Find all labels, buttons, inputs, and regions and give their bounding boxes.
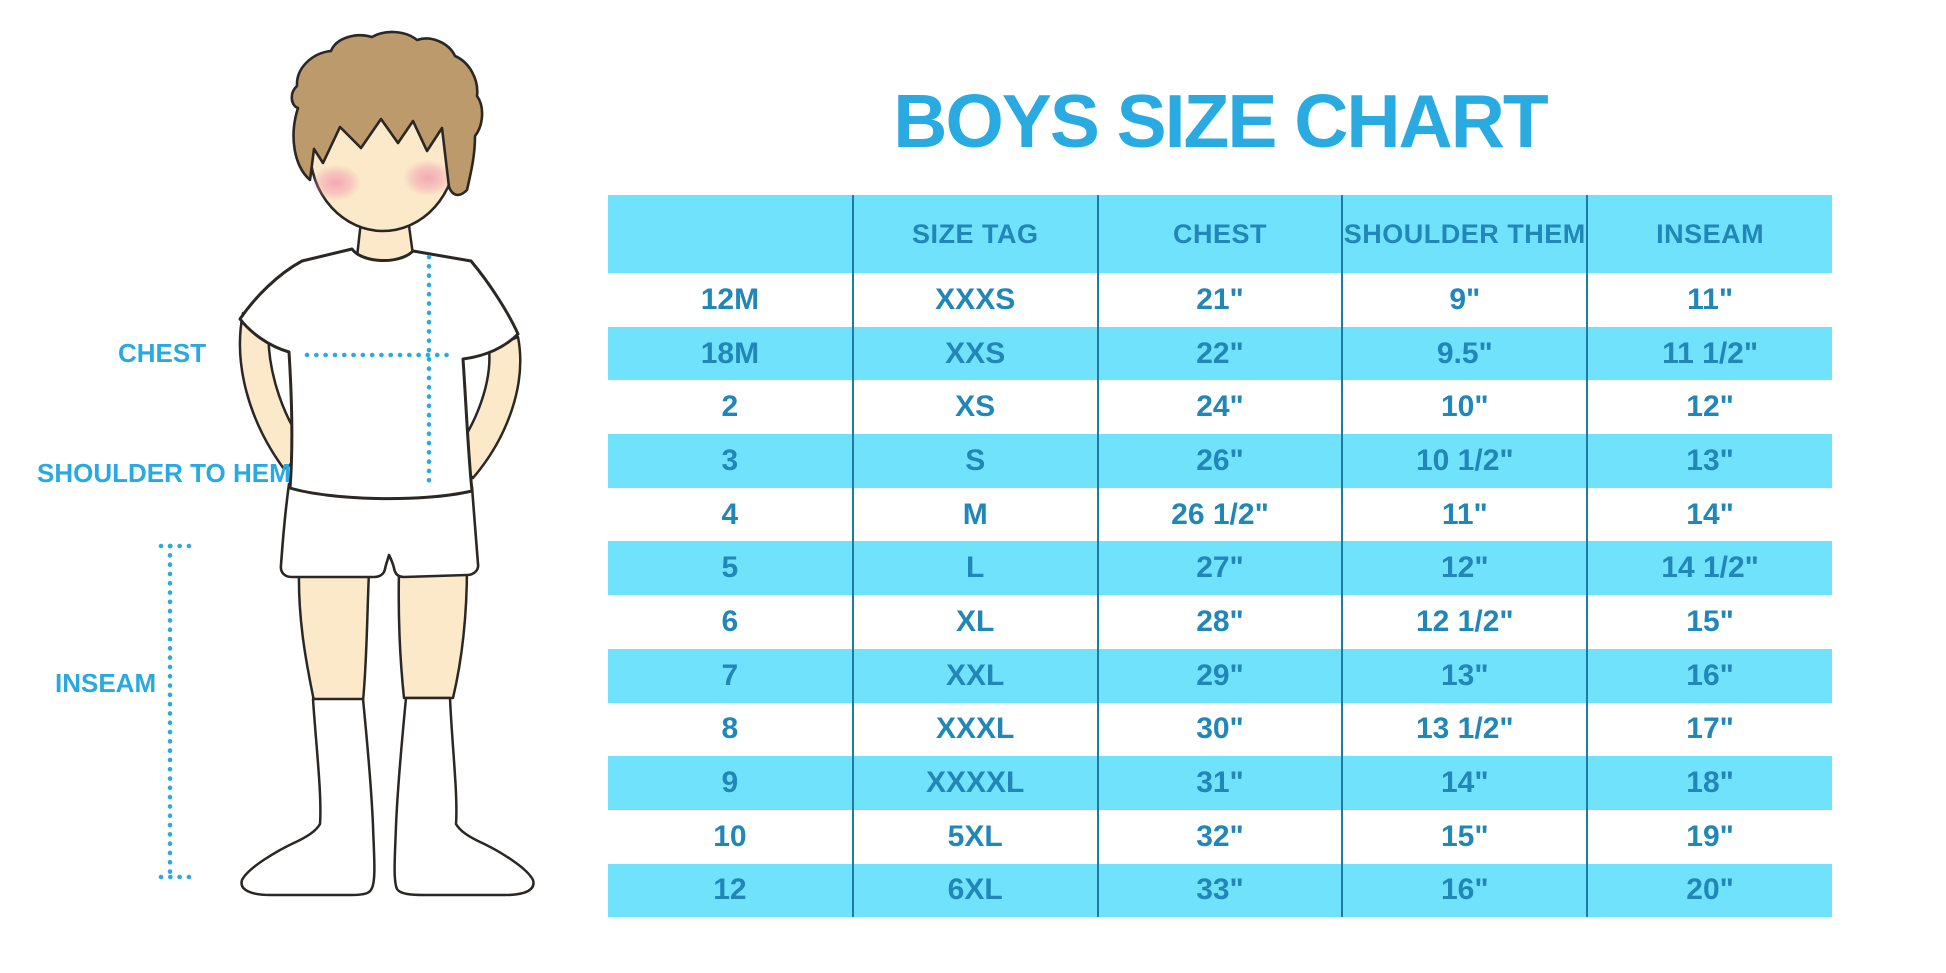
table-cell: 9.5" <box>1342 326 1589 381</box>
column-header: CHEST <box>1097 195 1344 273</box>
table-cell: 26 1/2" <box>1097 487 1344 542</box>
table-cell: 16" <box>1342 863 1589 918</box>
table-cell: 8 <box>608 702 854 757</box>
table-cell: XXXL <box>852 702 1099 757</box>
table-cell: 9" <box>1342 273 1589 327</box>
size-chart-table: SIZE TAG CHEST SHOULDER THEM INSEAM 12M XXXS… <box>608 195 1832 918</box>
table-cell: 27" <box>1097 541 1344 596</box>
header-row: SIZE TAG CHEST SHOULDER THEM INSEAM <box>608 195 1832 273</box>
boy-blush-right <box>403 160 453 196</box>
table-row: 2 XS 24" 10" 12" <box>608 380 1832 435</box>
table-cell: 16" <box>1587 648 1832 703</box>
table-cell: XXXS <box>852 273 1099 327</box>
table-row: 9 XXXXL 31" 14" 18" <box>608 756 1832 810</box>
column-header <box>608 195 854 273</box>
boy-right-sock <box>393 696 535 897</box>
table-row: 18M XXS 22" 9.5" 11 1/2" <box>608 326 1832 381</box>
table-cell: 12 1/2" <box>1342 595 1589 649</box>
table-cell: 6XL <box>852 863 1099 918</box>
table-cell: 19" <box>1587 809 1832 864</box>
table-cell: 11" <box>1587 273 1832 327</box>
table-row: 10 5XL 32" 15" 19" <box>608 809 1832 864</box>
boy-shirt <box>238 247 520 501</box>
column-header: SIZE TAG <box>852 195 1099 273</box>
table-cell: 13 1/2" <box>1342 702 1589 757</box>
table-row: 6 XL 28" 12 1/2" 15" <box>608 595 1832 649</box>
table-cell: 6 <box>608 595 854 649</box>
table-cell: 5 <box>608 541 854 596</box>
table-cell: 12" <box>1342 541 1589 596</box>
table-cell: 30" <box>1097 702 1344 757</box>
table-cell: XXXXL <box>852 756 1099 810</box>
boy-illustration <box>158 30 535 897</box>
page-title: BOYS SIZE CHART <box>893 79 1548 164</box>
table-row: 8 XXXL 30" 13 1/2" 17" <box>608 702 1832 757</box>
column-header: INSEAM <box>1587 195 1832 273</box>
table-cell: 21" <box>1097 273 1344 327</box>
table-cell: 29" <box>1097 648 1344 703</box>
boy-left-leg <box>297 568 371 703</box>
table-cell: 5XL <box>852 809 1099 864</box>
size-chart-table-body: 12M XXXS 21" 9" 11" 18M XXS 22" 9.5" 11 1/2" 2 XS 24… <box>608 273 1832 918</box>
table-cell: 14 1/2" <box>1587 541 1832 596</box>
table-row: 12 6XL 33" 16" 20" <box>608 863 1832 918</box>
table-cell: 18M <box>608 326 854 381</box>
table-cell: 17" <box>1587 702 1832 757</box>
table-row: 4 M 26 1/2" 11" 14" <box>608 487 1832 542</box>
table-cell: 28" <box>1097 595 1344 649</box>
table-cell: 24" <box>1097 380 1344 435</box>
table-cell: 12 <box>608 863 854 918</box>
inseam-label: INSEAM <box>55 668 157 698</box>
boy-left-sock <box>240 697 376 897</box>
table-cell: 10 1/2" <box>1342 434 1589 488</box>
table-cell: 14" <box>1587 487 1832 542</box>
table-cell: 18" <box>1587 756 1832 810</box>
table-cell: 26" <box>1097 434 1344 488</box>
table-row: 7 XXL 29" 13" 16" <box>608 648 1832 703</box>
table-cell: 11" <box>1342 487 1589 542</box>
table-cell: 15" <box>1342 809 1589 864</box>
table-cell: 7 <box>608 648 854 703</box>
table-cell: 33" <box>1097 863 1344 918</box>
size-chart-table-header: SIZE TAG CHEST SHOULDER THEM INSEAM <box>608 195 1832 273</box>
table-cell: S <box>852 434 1099 488</box>
table-cell: L <box>852 541 1099 596</box>
table-cell: 4 <box>608 487 854 542</box>
table-cell: 15" <box>1587 595 1832 649</box>
table-cell: 12M <box>608 273 854 327</box>
column-header: SHOULDER THEM <box>1342 195 1589 273</box>
table-cell: M <box>852 487 1099 542</box>
table-cell: 13" <box>1587 434 1832 488</box>
table-cell: XXS <box>852 326 1099 381</box>
table-cell: 10" <box>1342 380 1589 435</box>
chest-label: CHEST <box>118 338 207 368</box>
boy-blush-left <box>311 165 361 201</box>
boy-hair <box>290 30 484 197</box>
table-cell: XXL <box>852 648 1099 703</box>
table-cell: XS <box>852 380 1099 435</box>
table-cell: XL <box>852 595 1099 649</box>
table-cell: 31" <box>1097 756 1344 810</box>
table-cell: 20" <box>1587 863 1832 918</box>
table-row: 3 S 26" 10 1/2" 13" <box>608 434 1832 488</box>
table-row: 12M XXXS 21" 9" 11" <box>608 273 1832 327</box>
table-cell: 3 <box>608 434 854 488</box>
boy-shorts <box>279 482 480 579</box>
table-cell: 2 <box>608 380 854 435</box>
table-cell: 22" <box>1097 326 1344 381</box>
shoulder-to-hem-label: SHOULDER TO HEM <box>37 458 291 488</box>
table-cell: 13" <box>1342 648 1589 703</box>
table-cell: 14" <box>1342 756 1589 810</box>
table-cell: 11 1/2" <box>1587 326 1832 381</box>
table-cell: 10 <box>608 809 854 864</box>
boy-right-leg <box>397 564 469 700</box>
table-cell: 32" <box>1097 809 1344 864</box>
table-cell: 12" <box>1587 380 1832 435</box>
table-cell: 9 <box>608 756 854 810</box>
table-row: 5 L 27" 12" 14 1/2" <box>608 541 1832 596</box>
